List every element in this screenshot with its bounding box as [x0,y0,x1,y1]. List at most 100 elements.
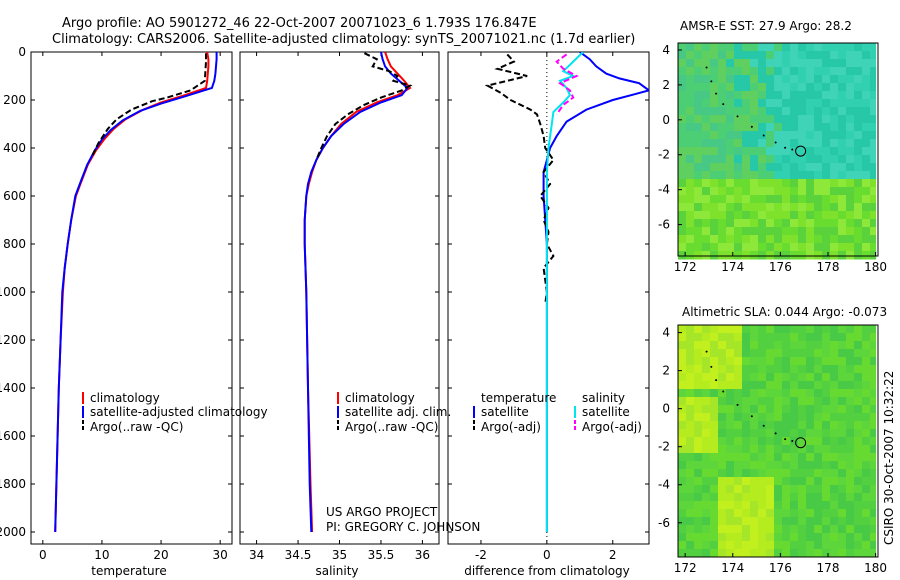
sla_map-field-cell [734,373,743,382]
sst_map-field-cell [726,243,735,252]
sla_map-field-cell [822,421,831,430]
sst_map-track-point [784,146,787,149]
sla_map-field-cell [830,453,839,462]
sla_map-field-cell [734,333,743,342]
sla_map-field-cell [806,413,815,422]
sst_map-field-cell [782,243,791,252]
sst_map-field-cell [710,67,719,76]
sla_map-field-cell [734,325,743,334]
sst_map-field-cell [846,139,855,148]
sst_map-field-cell [742,195,751,204]
sla_map-field-cell [830,341,839,350]
sst_map-field-cell [678,83,687,92]
sla_map-field-cell [774,445,783,454]
sla_map-field-cell [862,477,871,486]
sst_map-field-cell [846,171,855,180]
sst_map-field-cell [830,203,839,212]
sla_map-field-cell [862,525,871,534]
sst_map-field-cell [758,51,767,60]
sst_map-field-cell [854,163,863,172]
sla_map-field-cell [726,469,735,478]
sst_map-field-cell [718,99,727,108]
sst_map-field-cell [870,67,877,76]
sst_map-field-cell [838,251,847,260]
temperature-xtick-label: 0 [39,548,47,562]
sla_map-field-cell [862,549,871,558]
sst_map-field-cell [718,83,727,92]
sla_map-field-cell [838,349,847,358]
sst_map-field-cell [774,91,783,100]
sst_map-field-cell [862,211,871,220]
sla_map-field-cell [710,453,719,462]
sst_map-field-cell [726,211,735,220]
sst_map-field-cell [726,163,735,172]
sla_map-field-cell [846,493,855,502]
sst_map-field-cell [790,59,799,68]
sst_map-field-cell [798,219,807,228]
sla_map-field-cell [782,493,791,502]
sst_map-field-cell [806,131,815,140]
sst_map-field-cell [814,211,823,220]
sla_map-field-cell [734,357,743,366]
sla_map-xtick-label: 176 [769,561,792,575]
sst_map-field-cell [790,251,799,260]
difference-legend-sal-satellite: satellite [582,405,630,419]
sla_map-field-cell [766,333,775,342]
sst_map-field-cell [726,99,735,108]
difference-xtick-label: 2 [609,548,617,562]
sla_map-field-cell [750,461,759,470]
sst_map-field-cell [790,43,799,52]
sst_map-field-cell [830,155,839,164]
sst_map-field-cell [830,163,839,172]
sst_map-field-cell [774,195,783,204]
sla_map-field-cell [798,533,807,542]
sla_map-field-cell [830,349,839,358]
sst_map-field-cell [846,235,855,244]
sst_map-field-cell [678,75,687,84]
sst_map-field-cell [838,187,847,196]
sla_map-field-cell [854,541,863,550]
sla_map-field-cell [806,325,815,334]
sst_map-field-cell [798,99,807,108]
sla_map-field-cell [822,389,831,398]
sst_map-field-cell [822,227,831,236]
sst_map-field-cell [774,83,783,92]
sla_map-field-cell [742,373,751,382]
sst_map-field-cell [806,243,815,252]
sst_map-field-cell [822,59,831,68]
title-line-1: Argo profile: AO 5901272_46 22-Oct-2007 … [62,16,537,31]
sla_map-field-cell [782,397,791,406]
sla_map-field-cell [806,477,815,486]
sst_map-field-cell [774,179,783,188]
sla_map-field-cell [830,509,839,518]
sla_map-field-cell [766,541,775,550]
sst_map-field-cell [686,227,695,236]
sla_map-field-cell [854,413,863,422]
sla_map-field-cell [678,477,687,486]
sla_map-field-cell [862,349,871,358]
sst_map-field-cell [782,51,791,60]
sst_map-field-cell [750,91,759,100]
sst_map-field-cell [782,107,791,116]
sst_map-field-cell [766,227,775,236]
sla_map-field-cell [774,421,783,430]
sla_map-field-cell [814,445,823,454]
sst_map-field-cell [678,179,687,188]
sst_map-field-cell [806,227,815,236]
difference-legend-salinity-header: salinity [582,391,625,405]
sst_map-field-cell [838,123,847,132]
sla_map-ytick-label: -4 [658,478,670,492]
sla_map-field-cell [814,357,823,366]
sla_map-field-cell [742,397,751,406]
sst_map-field-cell [862,179,871,188]
sla_map-field-cell [782,365,791,374]
sst_map-field-cell [870,99,877,108]
sst_map-field-cell [710,251,719,260]
sst_map-float-marker [795,145,807,157]
sla_map-field-cell [854,333,863,342]
sla_map-field-cell [774,549,783,558]
sst_map-field-cell [686,115,695,124]
sla_map-field-cell [854,485,863,494]
sst_map-field-cell [702,99,711,108]
